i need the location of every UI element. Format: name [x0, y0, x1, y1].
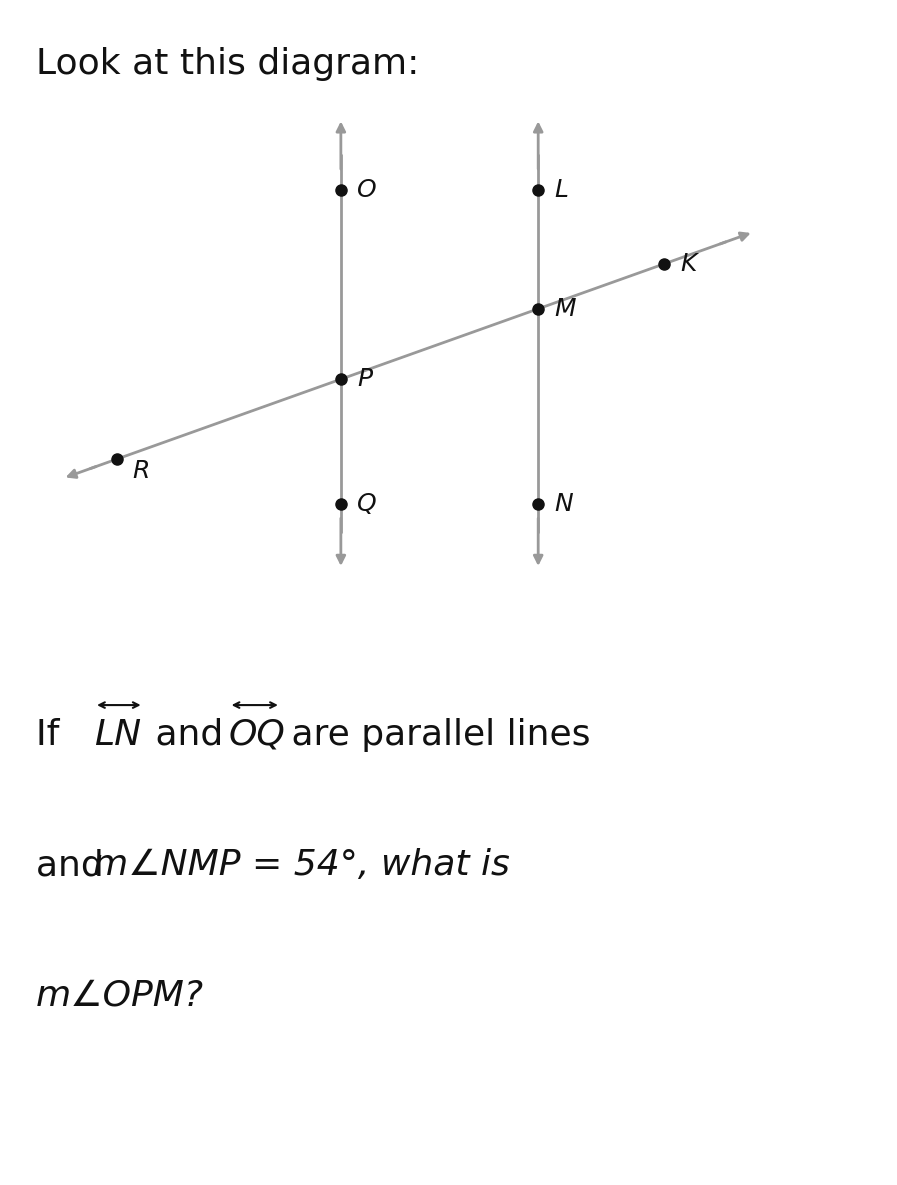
Text: OQ: OQ: [229, 718, 285, 751]
Text: m∠NMP = 54°, what is: m∠NMP = 54°, what is: [93, 848, 510, 882]
Text: P: P: [357, 367, 372, 391]
Text: Q: Q: [357, 492, 377, 515]
Text: are parallel lines: are parallel lines: [280, 718, 590, 751]
Text: and: and: [36, 848, 115, 882]
Text: m∠OPM?: m∠OPM?: [36, 979, 204, 1012]
Text: K: K: [680, 252, 696, 276]
Text: If: If: [36, 718, 71, 751]
Text: LN: LN: [94, 718, 142, 751]
Text: Look at this diagram:: Look at this diagram:: [36, 47, 419, 82]
Text: and: and: [144, 718, 234, 751]
Text: N: N: [554, 492, 573, 515]
Text: M: M: [554, 296, 576, 321]
Text: L: L: [554, 178, 568, 201]
Text: R: R: [133, 459, 150, 483]
Text: O: O: [357, 178, 377, 201]
